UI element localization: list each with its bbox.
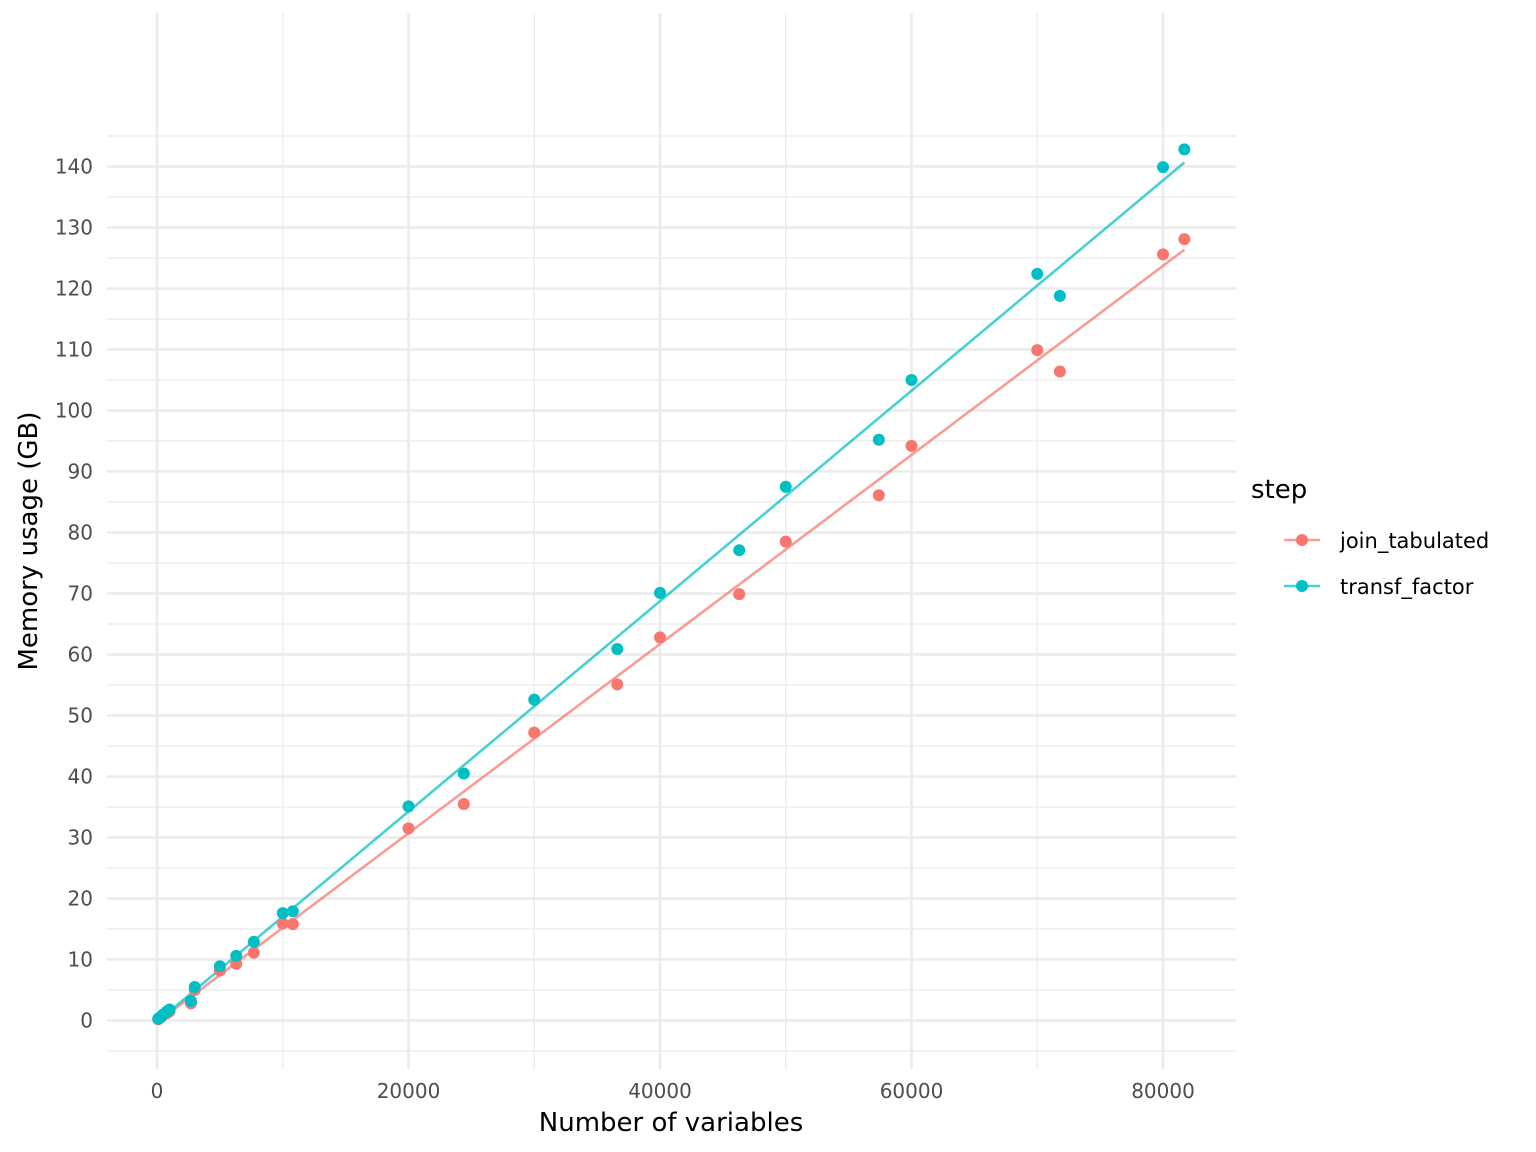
y-tick-label: 100 — [55, 399, 93, 423]
y-tick-label: 40 — [68, 765, 93, 789]
fit-line-transf_factor — [157, 161, 1186, 1022]
point-join_tabulated — [905, 439, 918, 452]
point-join_tabulated — [1053, 365, 1066, 378]
x-tick-label: 40000 — [628, 1079, 692, 1103]
x-tick-label: 0 — [151, 1079, 164, 1103]
point-join_tabulated — [1157, 248, 1169, 261]
point-join_tabulated — [286, 918, 299, 931]
y-axis-title: Memory usage (GB) — [14, 412, 44, 671]
point-join_tabulated — [1031, 344, 1044, 357]
legend-label: transf_factor — [1340, 575, 1474, 600]
y-tick-label: 10 — [68, 948, 93, 972]
point-transf_factor — [1053, 289, 1066, 302]
point-transf_factor — [276, 907, 289, 920]
data-points — [152, 143, 1191, 1026]
legend-keys: join_tabulated transf_factor — [1284, 529, 1489, 600]
point-join_tabulated — [247, 946, 260, 959]
y-tick-label: 70 — [68, 582, 93, 606]
point-transf_factor — [611, 643, 624, 656]
x-axis-tick-labels: 0 20000 40000 60000 80000 — [151, 1079, 1195, 1103]
point-transf_factor — [230, 949, 243, 962]
point-transf_factor — [1031, 267, 1044, 280]
point-transf_factor — [402, 800, 415, 813]
y-tick-label: 60 — [68, 643, 93, 667]
point-join_tabulated — [654, 631, 666, 644]
point-join_tabulated — [402, 822, 415, 835]
minor-gridlines — [107, 13, 1236, 1069]
y-tick-label: 20 — [68, 887, 93, 911]
point-transf_factor — [163, 1003, 176, 1016]
legend-title: step — [1251, 475, 1307, 505]
x-tick-label: 80000 — [1131, 1079, 1195, 1103]
point-join_tabulated — [611, 678, 624, 691]
point-transf_factor — [213, 960, 226, 973]
y-tick-label: 80 — [68, 521, 93, 545]
y-tick-label: 140 — [55, 155, 93, 179]
point-transf_factor — [247, 935, 260, 948]
point-join_tabulated — [457, 797, 470, 810]
major-gridlines — [107, 13, 1236, 1069]
point-transf_factor — [1178, 143, 1191, 156]
x-axis-title: Number of variables — [539, 1108, 803, 1138]
point-transf_factor — [654, 586, 666, 599]
point-transf_factor — [286, 905, 299, 918]
point-join_tabulated — [528, 726, 541, 739]
point-transf_factor — [905, 374, 918, 386]
point-transf_factor — [184, 994, 197, 1007]
y-axis-tick-labels: 0 10 20 30 40 50 60 70 80 90 100 110 120 130 140 — [55, 155, 93, 1033]
legend: step join_tabulated transf_factor — [1251, 475, 1489, 600]
y-tick-label: 30 — [68, 826, 93, 850]
point-transf_factor — [733, 544, 746, 557]
fit-line-join_tabulated — [157, 248, 1186, 1023]
y-tick-label: 110 — [55, 338, 93, 362]
y-tick-label: 90 — [68, 460, 93, 484]
y-tick-label: 0 — [80, 1009, 93, 1033]
point-join_tabulated — [733, 588, 746, 601]
point-transf_factor — [457, 767, 470, 780]
y-tick-label: 130 — [55, 216, 93, 240]
point-transf_factor — [872, 433, 885, 446]
point-join_tabulated — [872, 489, 885, 502]
point-join_tabulated — [1178, 233, 1191, 246]
point-transf_factor — [779, 480, 792, 493]
point-transf_factor — [528, 693, 541, 706]
legend-point — [1296, 534, 1308, 546]
point-transf_factor — [188, 980, 201, 993]
legend-key-join_tabulated: join_tabulated — [1284, 529, 1489, 554]
x-tick-label: 60000 — [880, 1079, 944, 1103]
point-transf_factor — [1157, 161, 1169, 174]
legend-label: join_tabulated — [1339, 529, 1489, 554]
point-join_tabulated — [779, 535, 792, 548]
point-join_tabulated — [276, 917, 289, 930]
x-tick-label: 20000 — [377, 1079, 441, 1103]
y-tick-label: 50 — [68, 704, 93, 728]
legend-point — [1296, 580, 1308, 592]
fit-lines — [157, 161, 1186, 1023]
y-tick-label: 120 — [55, 277, 93, 301]
legend-key-transf_factor: transf_factor — [1284, 575, 1474, 600]
